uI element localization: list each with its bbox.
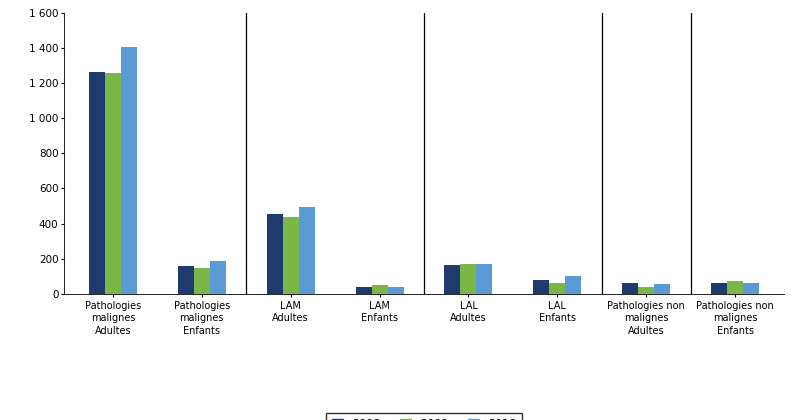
Bar xyxy=(727,281,743,294)
Bar xyxy=(387,286,403,294)
Bar xyxy=(445,265,461,294)
Bar xyxy=(534,280,550,294)
Bar xyxy=(711,284,727,294)
Bar xyxy=(210,262,226,294)
Bar xyxy=(654,284,670,294)
Legend: 2008, 2009, 2010: 2008, 2009, 2010 xyxy=(326,413,522,420)
Bar xyxy=(194,268,210,294)
Bar xyxy=(282,217,298,294)
Bar xyxy=(355,287,371,294)
Bar xyxy=(743,283,759,294)
Bar xyxy=(121,47,137,294)
Bar xyxy=(266,214,282,294)
Bar xyxy=(461,265,477,294)
Bar xyxy=(371,285,387,294)
Bar xyxy=(105,73,121,294)
Bar xyxy=(550,283,566,294)
Bar xyxy=(638,287,654,294)
Bar xyxy=(477,265,493,294)
Bar xyxy=(622,284,638,294)
Bar xyxy=(298,207,314,294)
Bar xyxy=(89,71,105,294)
Bar xyxy=(566,276,582,294)
Bar xyxy=(178,266,194,294)
